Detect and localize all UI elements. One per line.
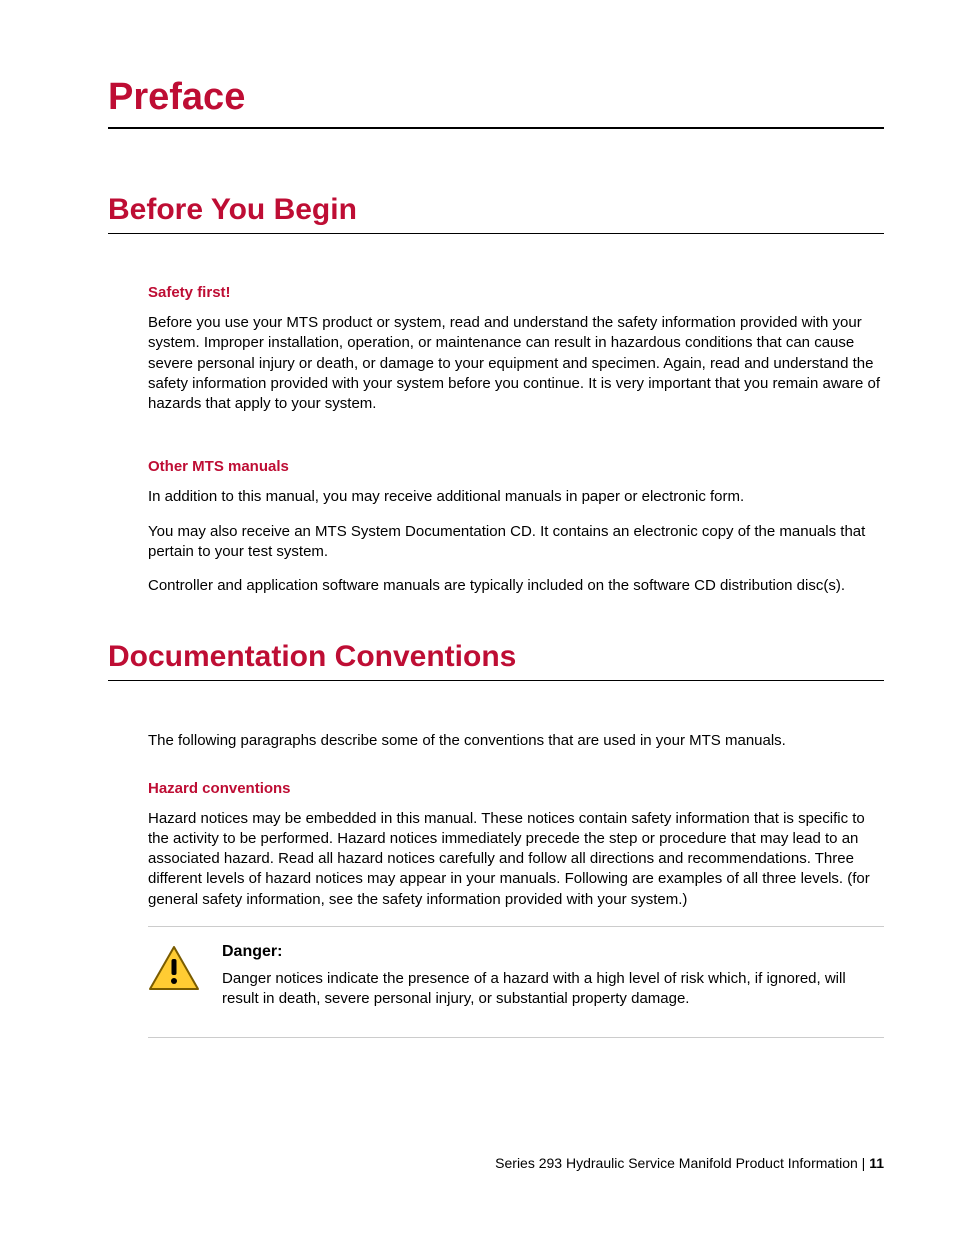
manuals-block: Other MTS manuals In addition to this ma… [148,458,884,596]
footer-text: Series 293 Hydraulic Service Manifold Pr… [495,1155,869,1171]
divider-top [148,926,884,927]
divider-bottom-wrap [148,1037,884,1038]
manuals-p1: In addition to this manual, you may rece… [148,487,884,507]
conventions-intro: The following paragraphs describe some o… [148,731,884,751]
divider-bottom [148,1037,884,1038]
footer-page-number: 11 [869,1155,884,1171]
section-heading-documentation-conventions: Documentation Conventions [108,640,884,681]
manuals-subheading: Other MTS manuals [148,458,884,475]
danger-notice: Danger: Danger notices indicate the pres… [148,943,884,1010]
danger-body: Danger: Danger notices indicate the pres… [210,943,884,1010]
safety-body: Before you use your MTS product or syste… [148,313,884,414]
hazard-body: Hazard notices may be embedded in this m… [148,809,884,910]
safety-subheading: Safety first! [148,284,884,301]
danger-text: Danger notices indicate the presence of … [222,969,884,1010]
manuals-p2: You may also receive an MTS System Docum… [148,522,884,563]
page-footer: Series 293 Hydraulic Service Manifold Pr… [495,1155,884,1171]
divider-top-wrap [148,926,884,927]
safety-block: Safety first! Before you use your MTS pr… [148,284,884,414]
danger-title: Danger: [222,943,884,961]
section-heading-before-you-begin: Before You Begin [108,193,884,234]
warning-icon [148,943,210,1010]
page-content: Preface Before You Begin Safety first! B… [0,0,954,1038]
hazard-subheading: Hazard conventions [148,780,884,797]
hazard-block: Hazard conventions Hazard notices may be… [148,780,884,910]
conventions-intro-block: The following paragraphs describe some o… [148,731,884,751]
page-title-preface: Preface [108,76,884,129]
manuals-p3: Controller and application software manu… [148,576,884,596]
